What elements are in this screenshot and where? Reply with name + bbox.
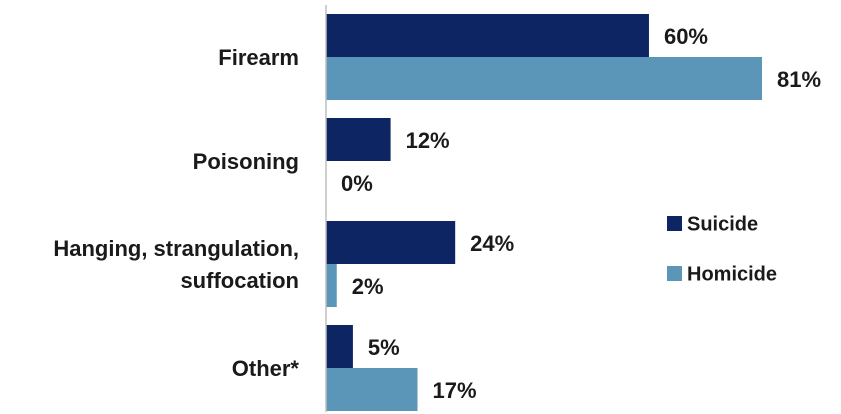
legend-swatch-suicide <box>667 216 682 231</box>
data-labels: 60% 81% 12% 0% 24% 2% 5% 17% <box>341 24 821 403</box>
data-label-suicide-hanging-strangulation-suffocation: 24% <box>470 231 514 256</box>
legend: Suicide Homicide <box>667 214 777 286</box>
bar-homicide-hanging-strangulation-suffocation <box>326 264 337 307</box>
bar-homicide-firearm <box>326 57 762 100</box>
legend-label-homicide: Homicide <box>687 264 777 286</box>
data-label-suicide-other: 5% <box>368 335 400 360</box>
bar-suicide-firearm <box>326 14 649 57</box>
category-label-firearm: Firearm <box>218 45 299 70</box>
data-label-homicide-firearm: 81% <box>777 67 821 92</box>
category-label-hanging-strangulation-suffocation: Hanging, strangulation, suffocation <box>53 236 299 293</box>
category-label-poisoning: Poisoning <box>193 149 299 174</box>
data-label-homicide-hanging-strangulation-suffocation: 2% <box>352 274 384 299</box>
category-label-other: Other* <box>232 356 300 381</box>
legend-label-suicide: Suicide <box>687 214 758 236</box>
bar-homicide-other <box>326 368 418 411</box>
data-label-homicide-poisoning: 0% <box>341 171 373 196</box>
bar-suicide-hanging-strangulation-suffocation <box>326 221 456 264</box>
bar-suicide-other <box>326 325 353 368</box>
category-labels: Firearm Poisoning Hanging, strangulation, s… <box>53 45 299 381</box>
data-label-suicide-firearm: 60% <box>664 24 708 49</box>
bar-suicide-poisoning <box>326 118 391 161</box>
data-label-suicide-poisoning: 12% <box>406 128 450 153</box>
legend-swatch-homicide <box>667 266 682 281</box>
data-label-homicide-other: 17% <box>433 378 477 403</box>
bars <box>326 14 762 411</box>
